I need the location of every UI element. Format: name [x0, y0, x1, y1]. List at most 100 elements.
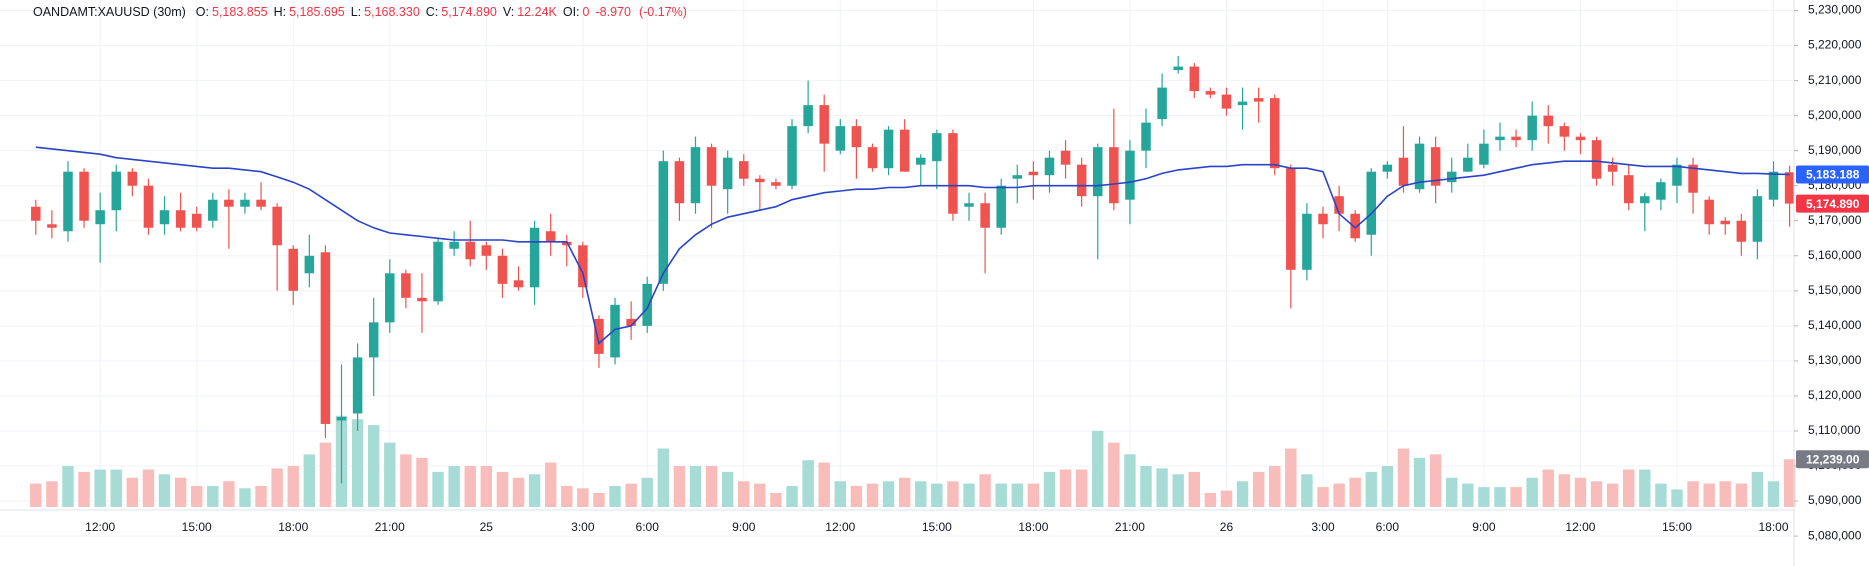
- candle-body: [79, 171, 89, 221]
- volume-bar: [979, 474, 991, 507]
- volume-bar: [754, 483, 766, 507]
- candle-body: [417, 297, 427, 302]
- candle-body: [465, 241, 475, 260]
- volume-bar: [1655, 483, 1667, 507]
- volume-bar: [1172, 474, 1184, 507]
- y-tick-label: 5,090,000: [1808, 493, 1862, 507]
- volume-bar: [1494, 487, 1506, 507]
- candle-body: [1463, 157, 1473, 172]
- volume-bar: [882, 481, 895, 507]
- candle-body: [1028, 171, 1039, 176]
- y-tick-label: 5,210,000: [1808, 73, 1862, 87]
- x-tick-label: 15:00: [1662, 520, 1692, 534]
- volume-bar: [1108, 442, 1120, 507]
- candle-body: [594, 318, 604, 354]
- candle-body: [159, 210, 170, 225]
- x-tick-label: 3:00: [571, 520, 595, 534]
- candle-body: [626, 318, 636, 326]
- volume-bar: [464, 466, 476, 507]
- volume-bar: [46, 481, 58, 507]
- volume-bar: [657, 448, 670, 507]
- volume-bar: [1558, 474, 1571, 507]
- x-tick-label: 21:00: [1115, 520, 1145, 534]
- volume-bar: [770, 492, 782, 507]
- x-tick-label: 26: [1220, 520, 1234, 534]
- candle-body: [1157, 87, 1167, 120]
- candles: [31, 56, 1795, 484]
- volume-bar: [1462, 483, 1474, 507]
- volume-bar: [673, 466, 686, 507]
- field-label: L:: [351, 5, 361, 19]
- field-label: C:: [426, 5, 439, 19]
- volume-bar: [931, 483, 943, 507]
- y-tick-label: 5,080,000: [1808, 528, 1862, 542]
- candle-body: [819, 105, 829, 144]
- candle-body: [1414, 143, 1425, 190]
- volume-bar: [239, 488, 251, 507]
- volume-bar: [577, 488, 589, 507]
- candle-body: [771, 182, 781, 186]
- price-badge-label: 5,183.188: [1806, 168, 1860, 182]
- candle-body: [1495, 136, 1505, 141]
- candle-body: [256, 199, 266, 207]
- candle-body: [787, 126, 797, 186]
- volume-bar: [1783, 459, 1796, 507]
- y-tick-label: 5,130,000: [1808, 353, 1862, 367]
- x-tick-label: 6:00: [636, 520, 660, 534]
- candle-body: [1752, 196, 1763, 242]
- field-label: O:: [196, 5, 209, 19]
- volume-bar: [995, 483, 1007, 507]
- candle-body: [722, 157, 733, 190]
- candle-body: [610, 304, 620, 358]
- candle-body: [1092, 147, 1103, 197]
- volume-bar: [1413, 457, 1426, 507]
- candle-body: [545, 231, 556, 242]
- candle-body: [1768, 171, 1779, 200]
- candle-body: [401, 273, 411, 298]
- x-tick-label: 21:00: [375, 520, 405, 534]
- candle-body: [1302, 213, 1312, 270]
- candle-body: [674, 161, 685, 204]
- volume-bar: [448, 466, 460, 507]
- y-tick-label: 5,200,000: [1808, 108, 1862, 122]
- volume-bar: [223, 481, 235, 507]
- volume-bar: [126, 477, 139, 507]
- volume-bar: [1220, 490, 1233, 507]
- volume-bar: [207, 485, 219, 507]
- candle-body: [1334, 196, 1344, 214]
- volume-bar: [1075, 469, 1088, 507]
- field-label: OI:: [563, 5, 580, 19]
- candle-body: [288, 248, 298, 291]
- volume-bar: [303, 454, 316, 507]
- field-label: V:: [503, 5, 514, 19]
- candle-body: [1398, 157, 1409, 186]
- volume-bar: [1333, 483, 1345, 507]
- x-tick-label: 3:00: [1311, 520, 1335, 534]
- volume-bar: [1703, 483, 1715, 507]
- volume-bar: [1687, 481, 1699, 507]
- candle-body: [1205, 91, 1216, 95]
- x-tick-label: 15:00: [922, 520, 952, 534]
- volume-bar: [1478, 487, 1490, 507]
- volume-bar: [480, 466, 493, 507]
- volume-bar: [1510, 487, 1522, 507]
- candle-body: [1511, 136, 1521, 141]
- candle-body: [1640, 196, 1650, 204]
- volume-bar: [142, 469, 155, 507]
- candle-body: [1237, 101, 1248, 106]
- field-value: 5,183.855: [212, 5, 268, 19]
- volume-bar: [1285, 448, 1297, 507]
- volume-bar: [802, 460, 814, 507]
- candle-body: [208, 199, 218, 221]
- candle-body: [851, 126, 862, 148]
- x-tick-label: 12:00: [85, 520, 115, 534]
- candle-body: [948, 133, 958, 214]
- candle-body: [996, 185, 1006, 228]
- candle-body: [513, 280, 524, 288]
- field-value: 5,185.695: [289, 5, 345, 19]
- candle-body: [1382, 164, 1393, 172]
- volume-bar: [255, 485, 267, 507]
- candle-body: [867, 147, 878, 169]
- candle-body: [1784, 172, 1795, 204]
- candle-body: [1109, 147, 1119, 204]
